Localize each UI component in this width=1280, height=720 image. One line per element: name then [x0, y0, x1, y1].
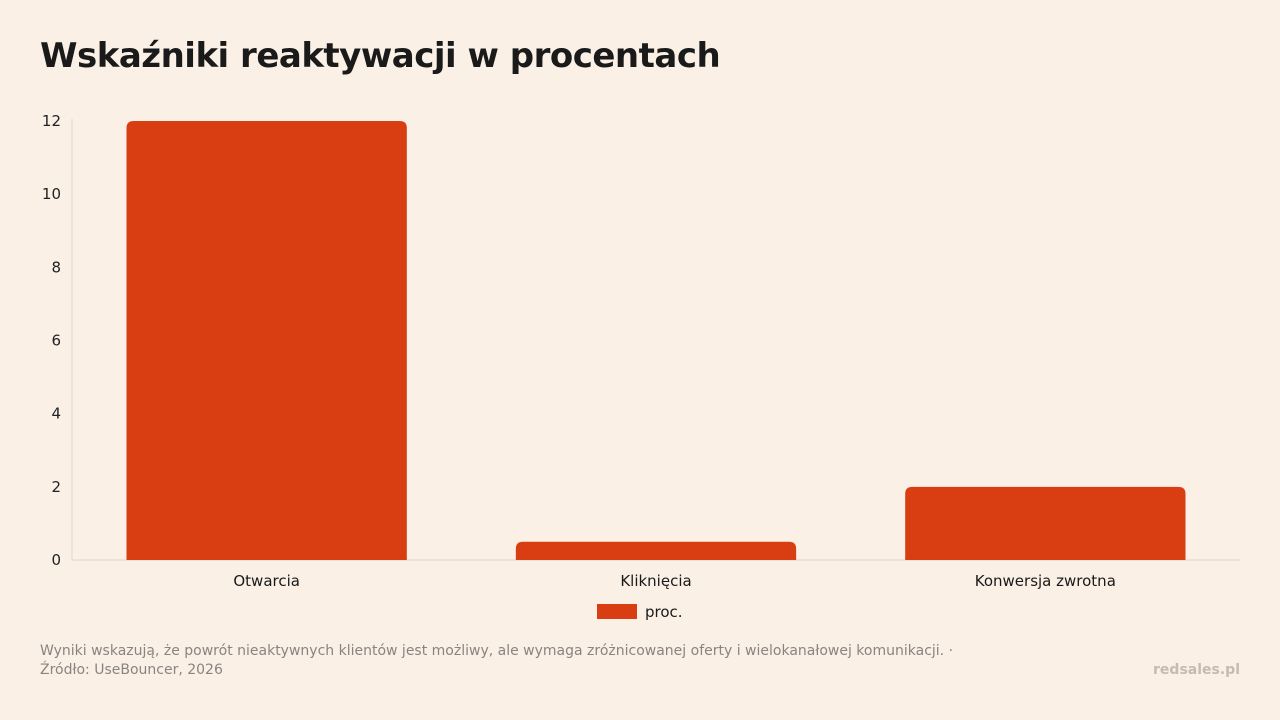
legend-swatch — [597, 604, 637, 619]
x-axis-labels: Otwarcia Kliknięcia Konwersja zwrotna — [233, 572, 1116, 590]
legend-label: proc. — [645, 603, 683, 621]
y-tick-label: 0 — [51, 551, 61, 569]
bar — [905, 486, 1186, 560]
chart-title: Wskaźniki reaktywacji w procentach — [40, 36, 721, 76]
x-tick-label: Kliknięcia — [620, 572, 691, 590]
bar-chart: 0 2 4 6 8 10 12 Otwarcia Kliknięcia Konwersja zw… — [42, 112, 1240, 621]
bar — [126, 121, 407, 560]
y-tick-label: 12 — [42, 112, 61, 130]
footer-note: Wyniki wskazują, że powrót nieaktywnych … — [40, 643, 954, 678]
y-tick-label: 8 — [51, 258, 61, 276]
y-tick-label: 4 — [51, 405, 61, 423]
bars — [126, 121, 1186, 560]
x-tick-label: Konwersja zwrotna — [975, 572, 1116, 590]
y-tick-label: 6 — [51, 332, 61, 350]
y-tick-label: 2 — [51, 478, 61, 496]
brand-label: redsales.pl — [1153, 662, 1240, 678]
legend: proc. — [597, 603, 683, 621]
y-tick-label: 10 — [42, 185, 61, 203]
bar — [515, 541, 797, 560]
x-tick-label: Otwarcia — [233, 572, 300, 590]
